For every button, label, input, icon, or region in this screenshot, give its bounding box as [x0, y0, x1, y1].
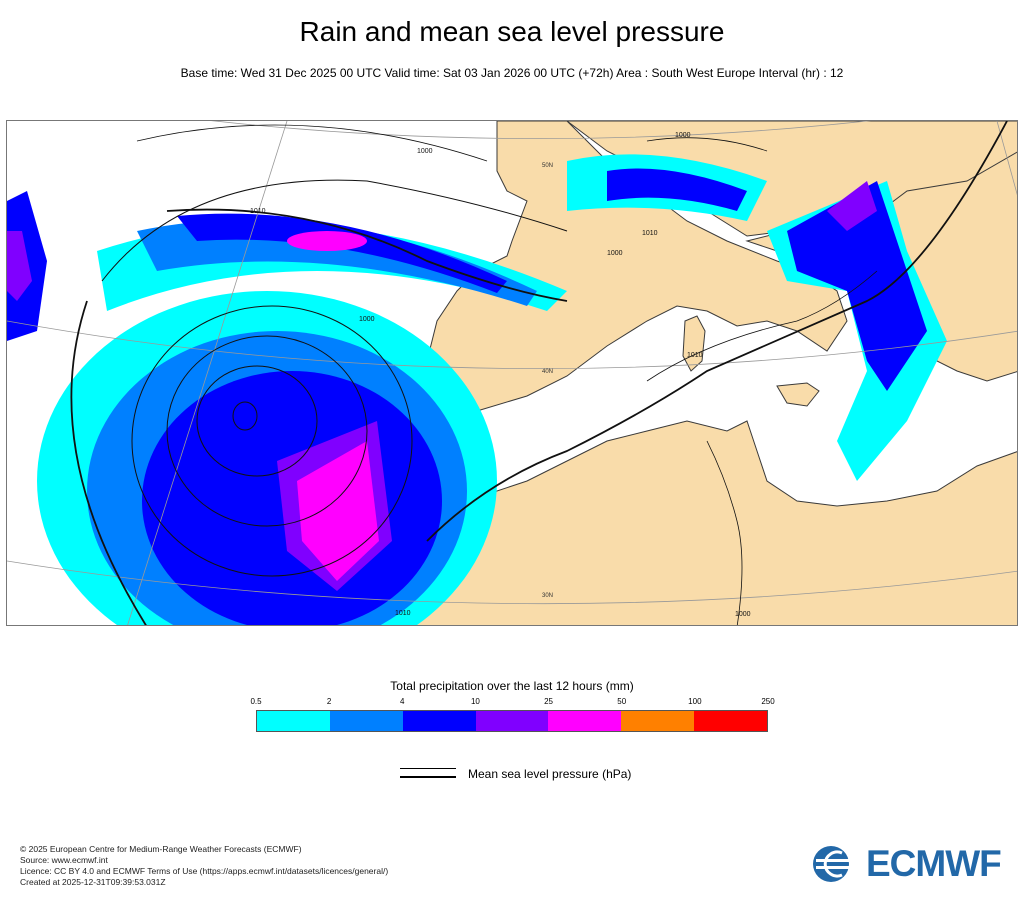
forecast-map[interactable]: 50N 40N 30N 1000 1010 1000 1010 1000 100…	[6, 120, 1018, 626]
map-canvas: 50N 40N 30N 1000 1010 1000 1010 1000 100…	[7, 121, 1017, 625]
isobar-1010-mid	[646, 270, 878, 382]
legend-swatch	[694, 711, 768, 731]
graticule-label-50n: 50N	[542, 163, 553, 169]
legend-tick: 2	[326, 697, 332, 706]
isobar-1010-band	[166, 208, 568, 302]
precip-lightblue-band	[137, 219, 537, 306]
legend-colorbar	[256, 710, 768, 732]
precip-italy-blue	[787, 181, 927, 391]
isobar-label-9: 1000	[607, 250, 623, 257]
graticule-meridian-w	[127, 121, 288, 625]
isobar-1010-west	[70, 300, 147, 625]
isobar-label-7: 1010	[687, 352, 703, 359]
precip-blue-band	[177, 213, 507, 293]
graticule-label-30n: 30N	[542, 593, 553, 599]
pressure-legend-line	[400, 768, 456, 778]
legend-swatch	[402, 711, 476, 731]
isobar-low-center	[232, 401, 258, 431]
legend-ticks: 0.5 2 4 10 25 50 100 250	[250, 697, 774, 709]
isobar-1000-ne	[646, 137, 768, 152]
legend-swatch	[475, 711, 549, 731]
precip-west-edge-magenta	[7, 231, 32, 301]
isobar-1010-africa	[426, 121, 1008, 542]
isobar-low-3	[131, 305, 413, 577]
ecmwf-logo-text: ECMWF	[866, 843, 1002, 884]
isobar-label-8: 1010	[395, 610, 411, 617]
footer-credits: © 2025 European Centre for Medium-Range …	[20, 844, 388, 888]
isobar-label-6: 1000	[735, 611, 751, 618]
isobar-1000	[101, 179, 568, 282]
isobar-label-1: 1000	[417, 148, 433, 155]
isobar-1000-east	[706, 440, 743, 625]
land-sicily	[776, 382, 820, 407]
page-subtitle: Base time: Wed 31 Dec 2025 00 UTC Valid …	[180, 66, 844, 80]
isobar-low-2	[166, 335, 368, 527]
precip-italy-purple	[827, 181, 877, 231]
footer-licence: Licence: CC BY 4.0 and ECMWF Terms of Us…	[20, 866, 389, 876]
land-north-africa	[357, 420, 1017, 625]
legend-tick: 100	[688, 697, 702, 706]
graticule-label-40n: 40N	[542, 369, 553, 375]
isobar-1010-outer	[136, 124, 488, 162]
legend-tick: 50	[617, 697, 627, 706]
footer-created: Created at 2025-12-31T09:39:53.031Z	[20, 877, 166, 887]
graticule-labels: 50N 40N 30N	[542, 163, 553, 599]
precip-ne-blue	[607, 168, 747, 211]
graticule-40n	[7, 320, 1017, 370]
ecmwf-logo: ECMWF	[812, 843, 1002, 884]
legend-title: Total precipitation over the last 12 hou…	[390, 679, 634, 693]
precip-magenta-band	[287, 231, 367, 251]
isobar-layer	[70, 121, 1008, 625]
pressure-legend-label: Mean sea level pressure (hPa)	[468, 767, 632, 781]
graticule-layer	[7, 121, 1017, 625]
isobar-label-2: 1010	[250, 208, 266, 215]
land-sardinia	[682, 315, 706, 372]
legend-tick: 25	[544, 697, 554, 706]
isobar-label-3: 1000	[359, 316, 375, 323]
precip-magenta-core	[297, 441, 379, 581]
ecmwf-logo-icon	[813, 846, 860, 882]
legend-tick: 250	[761, 697, 775, 706]
legend-swatch	[548, 711, 622, 731]
isobar-label-4: 1010	[642, 230, 658, 237]
graticule-50n	[211, 121, 871, 140]
legend-tick: 0.5	[250, 697, 262, 706]
page-title: Rain and mean sea level pressure	[299, 16, 725, 47]
isobar-labels: 1000 1010 1000 1010 1000 1000 1010 1010 …	[250, 132, 751, 618]
legend-tick: 10	[470, 697, 480, 706]
footer-copyright: © 2025 European Centre for Medium-Range …	[20, 844, 302, 854]
legend-swatch	[329, 711, 403, 731]
legend-tick: 4	[400, 697, 405, 706]
footer-source: Source: www.ecmwf.int	[20, 855, 108, 865]
graticule-30n	[7, 560, 1017, 605]
legend-swatch	[621, 711, 695, 731]
legend-swatch	[257, 711, 330, 731]
isobar-label-5: 1000	[675, 132, 691, 139]
isobar-low-1	[196, 365, 318, 477]
